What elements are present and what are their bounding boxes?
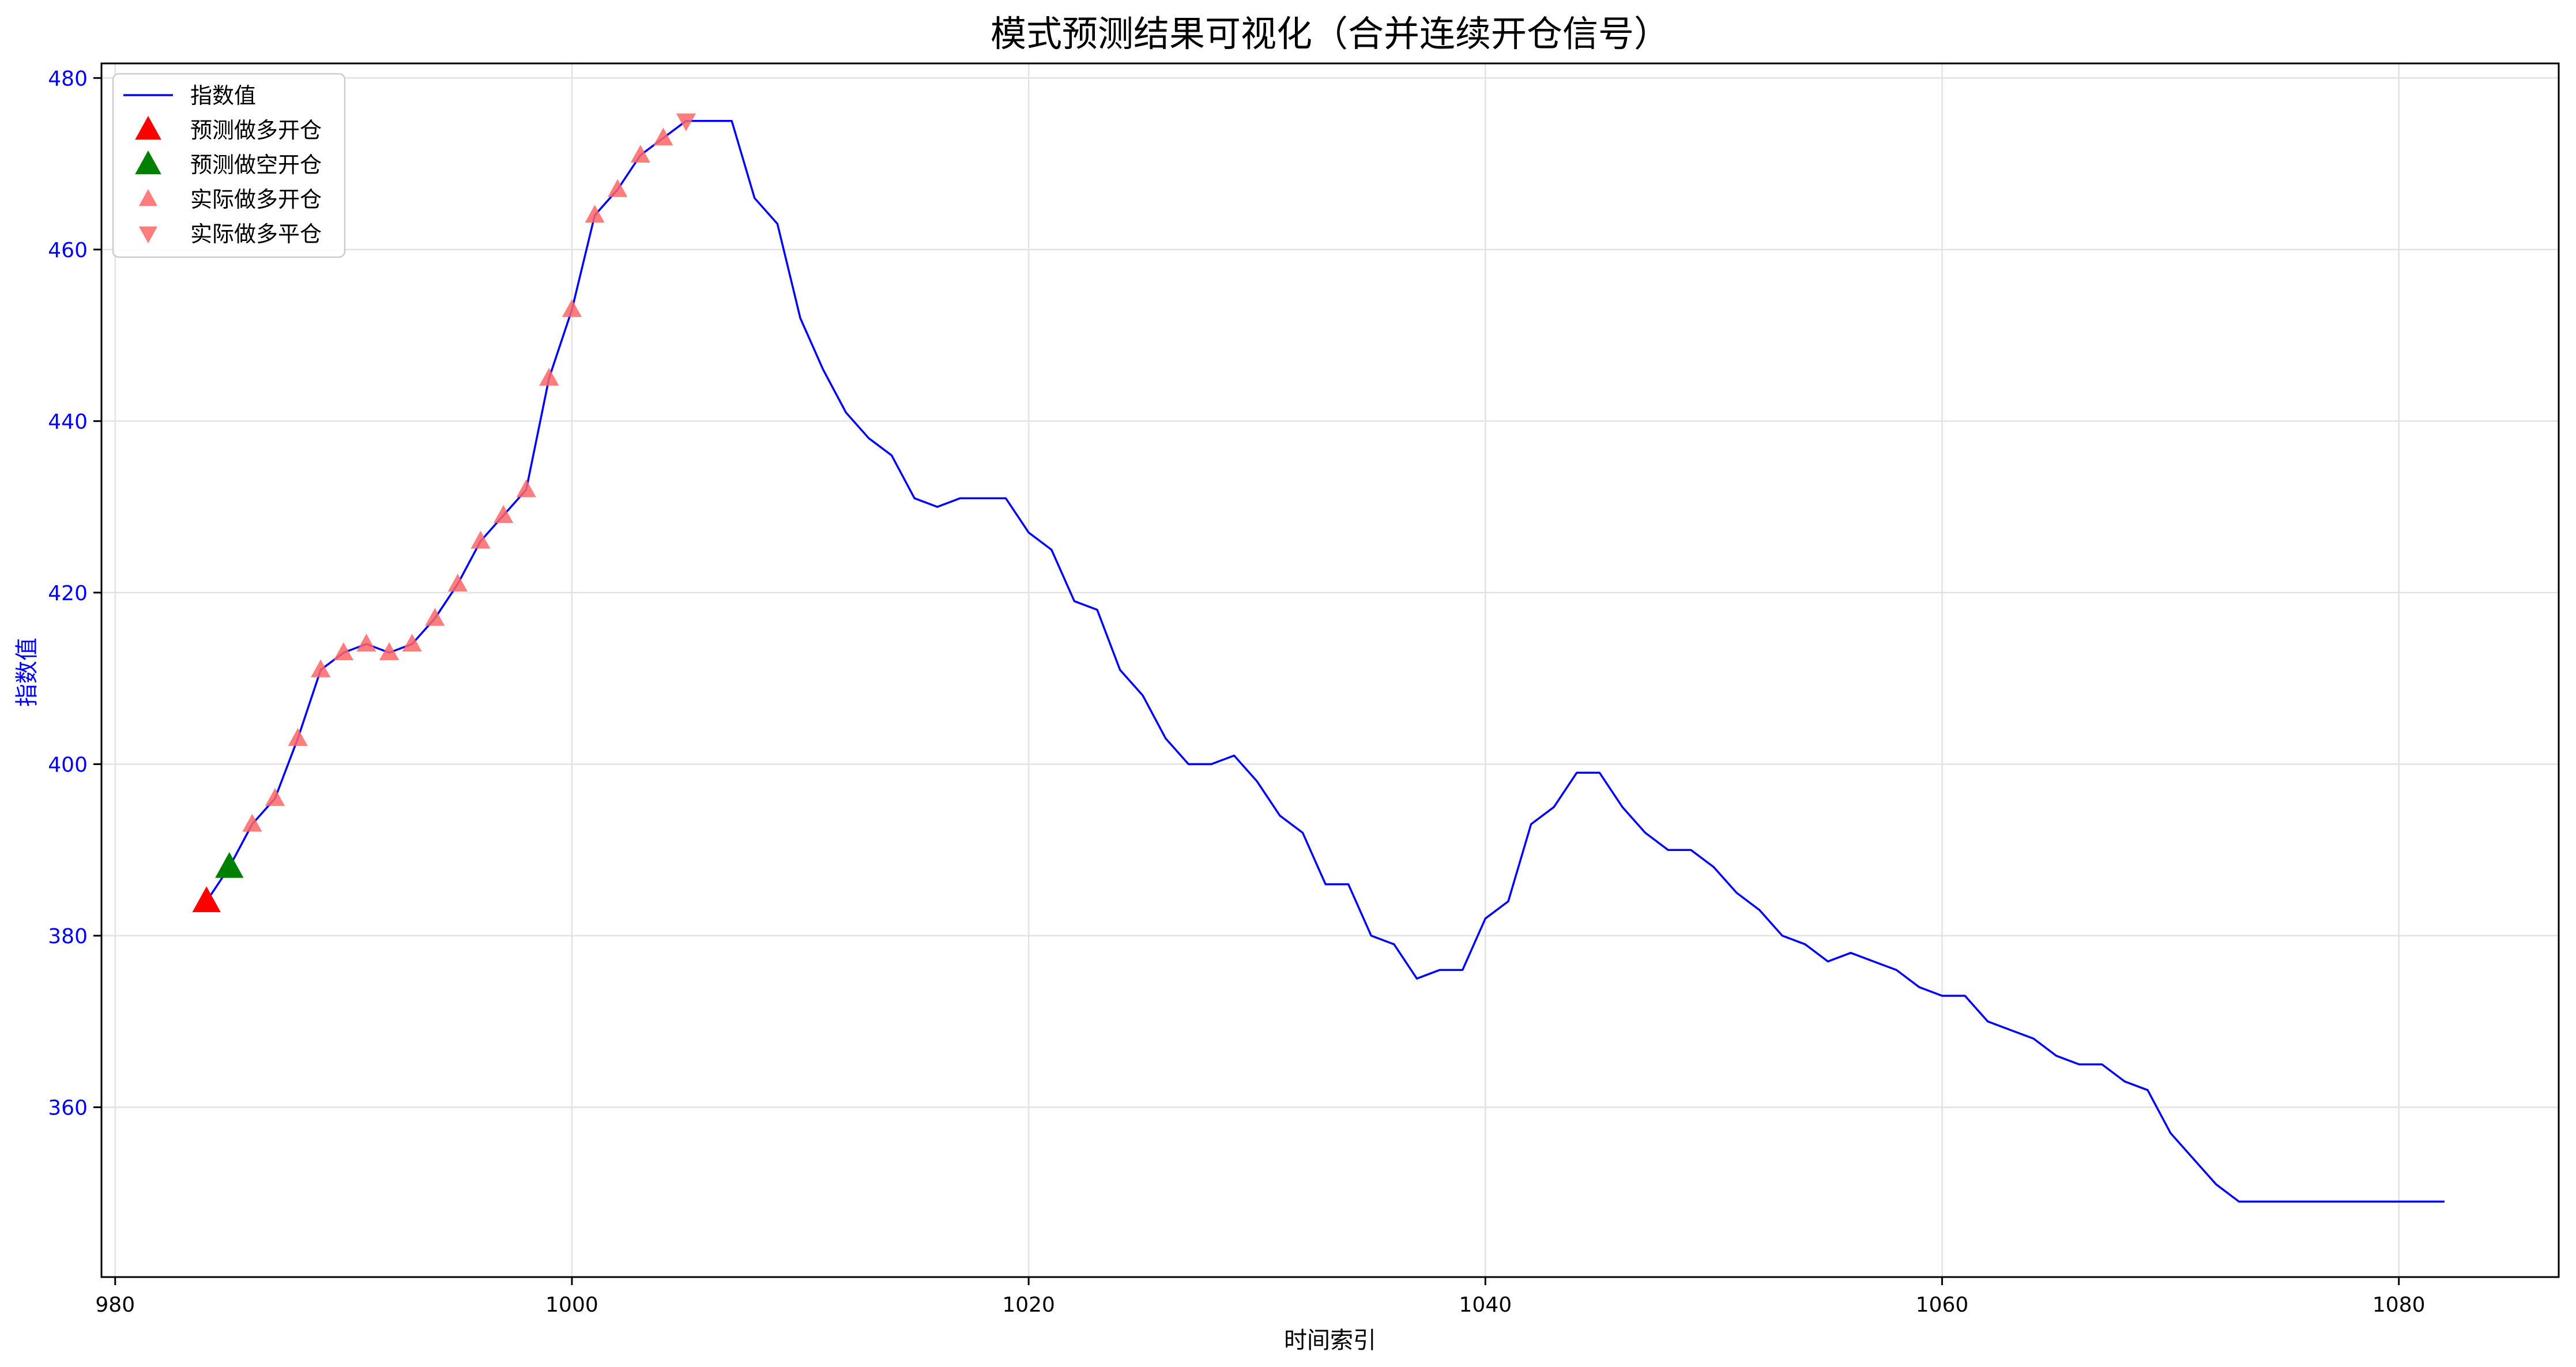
axis-ticks: 980 1000 1020 1040 1060 1080 360 380 400 420 440 46… [48, 67, 2425, 1317]
plot-area-frame [100, 62, 2560, 1278]
y-tick-label: 360 [48, 1096, 88, 1120]
legend-item-predicted-short-open: 预测做空开仓 [190, 152, 322, 178]
y-tick-label: 480 [48, 67, 88, 91]
legend-box [112, 73, 346, 258]
actual-long-open-marker [585, 205, 605, 223]
marker-layer [192, 113, 696, 913]
legend-marker-swatch [138, 189, 158, 206]
y-tick-label: 380 [48, 925, 88, 948]
actual-long-open-marker [242, 814, 262, 832]
actual-long-open-marker [425, 608, 445, 626]
legend-item-index-line: 指数值 [190, 83, 256, 108]
y-tick-label: 460 [48, 239, 88, 262]
actual-long-open-marker [402, 634, 422, 652]
actual-long-open-marker [356, 634, 376, 652]
series-line-layer [205, 119, 2445, 1203]
y-tick-label: 420 [48, 582, 88, 605]
actual-long-open-marker [265, 788, 285, 806]
actual-long-open-marker [630, 145, 650, 163]
grid-lines [101, 63, 2559, 1277]
predicted-long-open-marker [192, 886, 221, 913]
y-axis-label: 指数值 [14, 638, 40, 707]
legend-marker-swatch [138, 226, 158, 243]
actual-long-open-marker [447, 573, 468, 592]
x-tick-label: 1000 [545, 1293, 598, 1317]
x-tick-label: 1060 [1916, 1293, 1969, 1317]
legend-item-actual-long-close: 实际做多平仓 [190, 221, 322, 247]
actual-long-open-marker [608, 179, 628, 197]
x-axis-label: 时间索引 [1284, 1327, 1376, 1354]
actual-long-open-marker [379, 642, 400, 660]
chart-title: 模式预测结果可视化（合并连续开仓信号） [991, 13, 1670, 55]
legend-item-predicted-long-open: 预测做多开仓 [190, 118, 322, 143]
actual-long-close-marker [676, 113, 696, 131]
predicted-short-open-marker [215, 852, 244, 878]
x-tick-label: 1040 [1459, 1293, 1512, 1317]
actual-long-open-marker [470, 530, 491, 549]
actual-long-open-marker [562, 299, 582, 317]
y-tick-label: 400 [48, 753, 88, 777]
actual-long-open-marker [288, 728, 308, 746]
actual-long-open-marker [311, 659, 331, 677]
actual-long-open-marker [539, 367, 559, 386]
x-tick-label: 1080 [2372, 1293, 2426, 1317]
actual-long-open-marker [516, 479, 536, 498]
x-tick-label: 980 [95, 1293, 135, 1317]
legend-item-actual-long-open: 实际做多开仓 [190, 187, 322, 212]
legend-marker-swatch [135, 150, 161, 175]
actual-long-open-marker [333, 642, 353, 660]
index-value-line [205, 119, 2445, 1203]
actual-long-open-marker [653, 127, 673, 146]
x-tick-label: 1020 [1002, 1293, 1055, 1317]
y-tick-label: 440 [48, 410, 88, 434]
legend-marker-swatch [135, 116, 161, 140]
actual-long-open-marker [494, 504, 514, 523]
